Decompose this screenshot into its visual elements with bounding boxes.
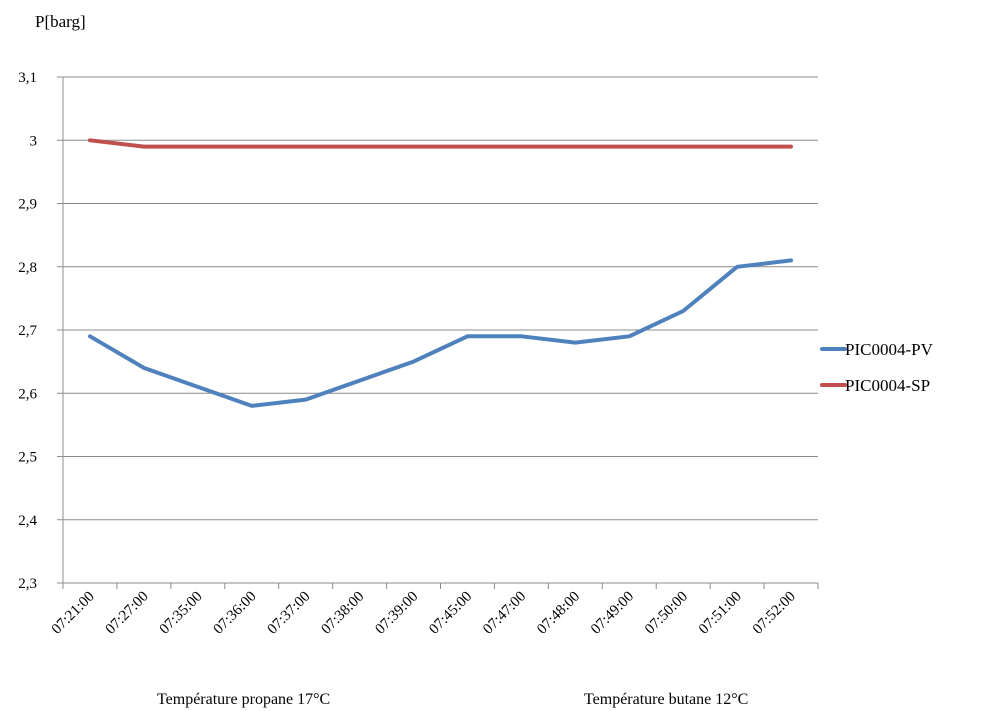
x-tick-label: 07:36:00 (211, 589, 260, 638)
y-tick-label: 3,1 (18, 70, 37, 86)
y-tick-label: 2,7 (18, 323, 37, 339)
x-tick-label: 07:50:00 (642, 589, 691, 638)
x-tick-label: 07:45:00 (426, 589, 475, 638)
x-tick-label: 07:35:00 (157, 589, 206, 638)
y-tick-label: 2,8 (18, 260, 37, 276)
x-tick-label: 07:48:00 (534, 589, 583, 638)
x-tick-label: 07:37:00 (264, 589, 313, 638)
series-line-pic0004-pv (88, 258, 793, 408)
series-line-pic0004-sp (88, 138, 793, 149)
x-tick-label: 07:38:00 (318, 589, 367, 638)
x-tick-label: 07:21:00 (49, 589, 98, 638)
x-tick-label: 07:47:00 (480, 589, 529, 638)
axes (62, 77, 819, 589)
x-tick-label: 07:39:00 (372, 589, 421, 638)
y-tick-label: 2,5 (18, 450, 37, 466)
x-tick-labels: 07:21:00 07:27:00 07:35:00 07:36:00 07:37:00… (49, 589, 799, 638)
gridlines (57, 76, 818, 584)
series-lines (88, 138, 793, 408)
x-tick-label: 07:49:00 (588, 589, 637, 638)
legend: PIC0004-PV PIC0004-SP (820, 340, 934, 395)
y-tick-label: 3 (30, 133, 38, 149)
y-tick-label: 2,9 (18, 197, 37, 213)
y-tick-label: 2,3 (18, 576, 37, 592)
annotation-butane: Température butane 12°C (584, 691, 748, 708)
y-tick-labels: 2,3 2,4 2,5 2,6 2,7 2,8 2,9 3 3,1 (18, 70, 37, 592)
y-tick-label: 2,4 (18, 513, 37, 529)
y-axis-label: P[barg] (35, 12, 86, 31)
legend-label: PIC0004-SP (845, 376, 930, 395)
x-tick-label: 07:27:00 (103, 589, 152, 638)
x-tick-label: 07:52:00 (750, 589, 799, 638)
annotation-propane: Température propane 17°C (157, 691, 330, 708)
legend-label: PIC0004-PV (845, 340, 934, 359)
x-tick-label: 07:51:00 (696, 589, 745, 638)
y-tick-label: 2,6 (18, 386, 37, 402)
